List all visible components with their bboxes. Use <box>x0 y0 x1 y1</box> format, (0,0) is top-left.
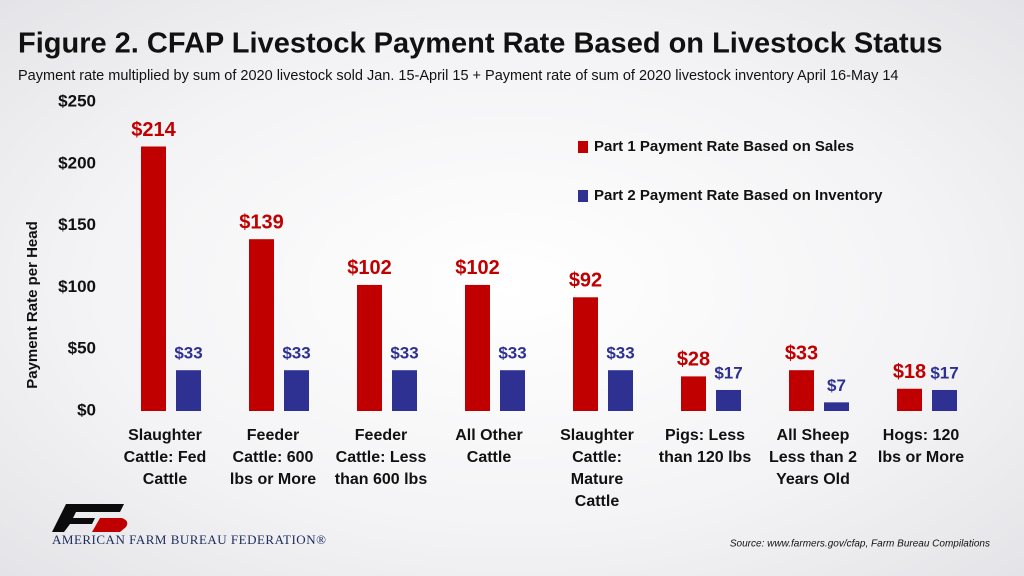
chart-title: Figure 2. CFAP Livestock Payment Rate Ba… <box>18 28 943 60</box>
bar <box>681 376 706 411</box>
y-tick-label: $0 <box>77 400 96 419</box>
bar <box>500 370 525 411</box>
x-tick-label: Feeder Cattle: Less than 600 lbs <box>334 427 428 488</box>
bar <box>176 370 201 411</box>
value-label: $28 <box>677 349 710 371</box>
x-tick-label: All Other Cattle <box>455 427 523 466</box>
value-label: $33 <box>390 344 418 363</box>
x-tick-label: All Sheep Less than 2 Years Old <box>768 427 858 488</box>
bar <box>357 284 382 411</box>
value-label: $139 <box>239 211 284 233</box>
legend-label: Part 2 Payment Rate Based on Inventory <box>594 187 883 204</box>
value-label: $33 <box>606 344 634 363</box>
value-label: $18 <box>893 361 926 383</box>
value-label: $92 <box>569 270 602 292</box>
value-label: $102 <box>455 257 500 279</box>
bar <box>932 389 957 411</box>
y-tick-label: $100 <box>58 277 96 296</box>
bar <box>141 146 166 411</box>
x-tick-label: Pigs: Less than 120 lbs <box>658 427 752 466</box>
x-tick-label: Hogs: 120 lbs or More <box>877 427 965 466</box>
legend-swatch <box>578 141 588 153</box>
organization: AMERICAN FARM BUREAU FEDERATION® <box>52 532 326 547</box>
logo <box>52 504 128 532</box>
source: Source: www.farmers.gov/cfap, Farm Burea… <box>730 539 990 550</box>
legend-label: Part 1 Payment Rate Based on Sales <box>594 138 854 155</box>
bar <box>249 239 274 411</box>
legend-swatch <box>578 190 588 202</box>
bar <box>465 284 490 411</box>
bar <box>897 388 922 411</box>
value-label: $214 <box>131 119 176 141</box>
bar <box>392 370 417 411</box>
value-label: $33 <box>498 344 526 363</box>
value-label: $33 <box>282 344 310 363</box>
bar <box>608 370 633 411</box>
x-tick-label: Slaughter Cattle: Mature Cattle <box>560 427 634 510</box>
chart-subtitle: Payment rate multiplied by sum of 2020 l… <box>18 68 899 84</box>
y-tick-label: $50 <box>68 339 96 358</box>
x-tick-label: Feeder Cattle: 600 lbs or More <box>229 427 317 488</box>
bar <box>789 370 814 411</box>
bar <box>573 297 598 411</box>
value-label: $17 <box>930 363 958 382</box>
value-label: $7 <box>827 376 846 395</box>
bar <box>824 402 849 411</box>
bar <box>716 389 741 411</box>
value-label: $102 <box>347 257 392 279</box>
y-tick-label: $200 <box>58 153 96 172</box>
value-label: $33 <box>174 344 202 363</box>
value-label: $33 <box>785 342 818 364</box>
y-tick-label: $150 <box>58 215 96 234</box>
bar <box>284 370 309 411</box>
y-axis-label: Payment Rate per Head <box>24 221 41 389</box>
y-tick-label: $250 <box>58 91 96 110</box>
x-tick-label: Slaughter Cattle: Fed Cattle <box>123 427 207 488</box>
value-label: $17 <box>714 363 742 382</box>
